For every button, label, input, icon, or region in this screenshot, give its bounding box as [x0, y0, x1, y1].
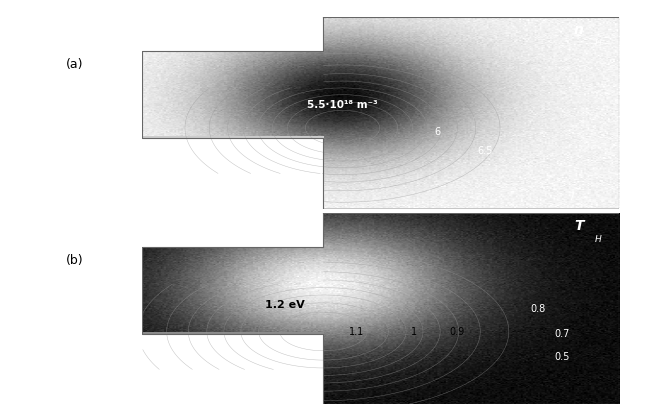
- Text: 0.8: 0.8: [530, 304, 546, 314]
- Text: 1.2 eV: 1.2 eV: [265, 300, 305, 310]
- Text: 0.7: 0.7: [554, 329, 570, 339]
- Text: 7: 7: [568, 192, 575, 202]
- Polygon shape: [142, 17, 619, 209]
- Text: 7.5: 7.5: [154, 142, 169, 152]
- Text: 1.1: 1.1: [349, 327, 364, 337]
- Text: 6.5: 6.5: [478, 146, 493, 156]
- Text: T: T: [574, 219, 583, 233]
- Text: 6: 6: [435, 127, 441, 137]
- Polygon shape: [142, 213, 619, 404]
- Text: (b): (b): [66, 254, 84, 267]
- Text: 0.5: 0.5: [554, 352, 570, 362]
- Text: 5.5·10¹⁸ m⁻³: 5.5·10¹⁸ m⁻³: [307, 100, 378, 110]
- Text: H: H: [594, 39, 601, 48]
- Text: H: H: [594, 235, 601, 244]
- Text: n: n: [573, 23, 584, 37]
- Text: 1: 1: [411, 327, 417, 337]
- Text: (a): (a): [66, 58, 84, 71]
- Text: 0.9: 0.9: [450, 327, 464, 337]
